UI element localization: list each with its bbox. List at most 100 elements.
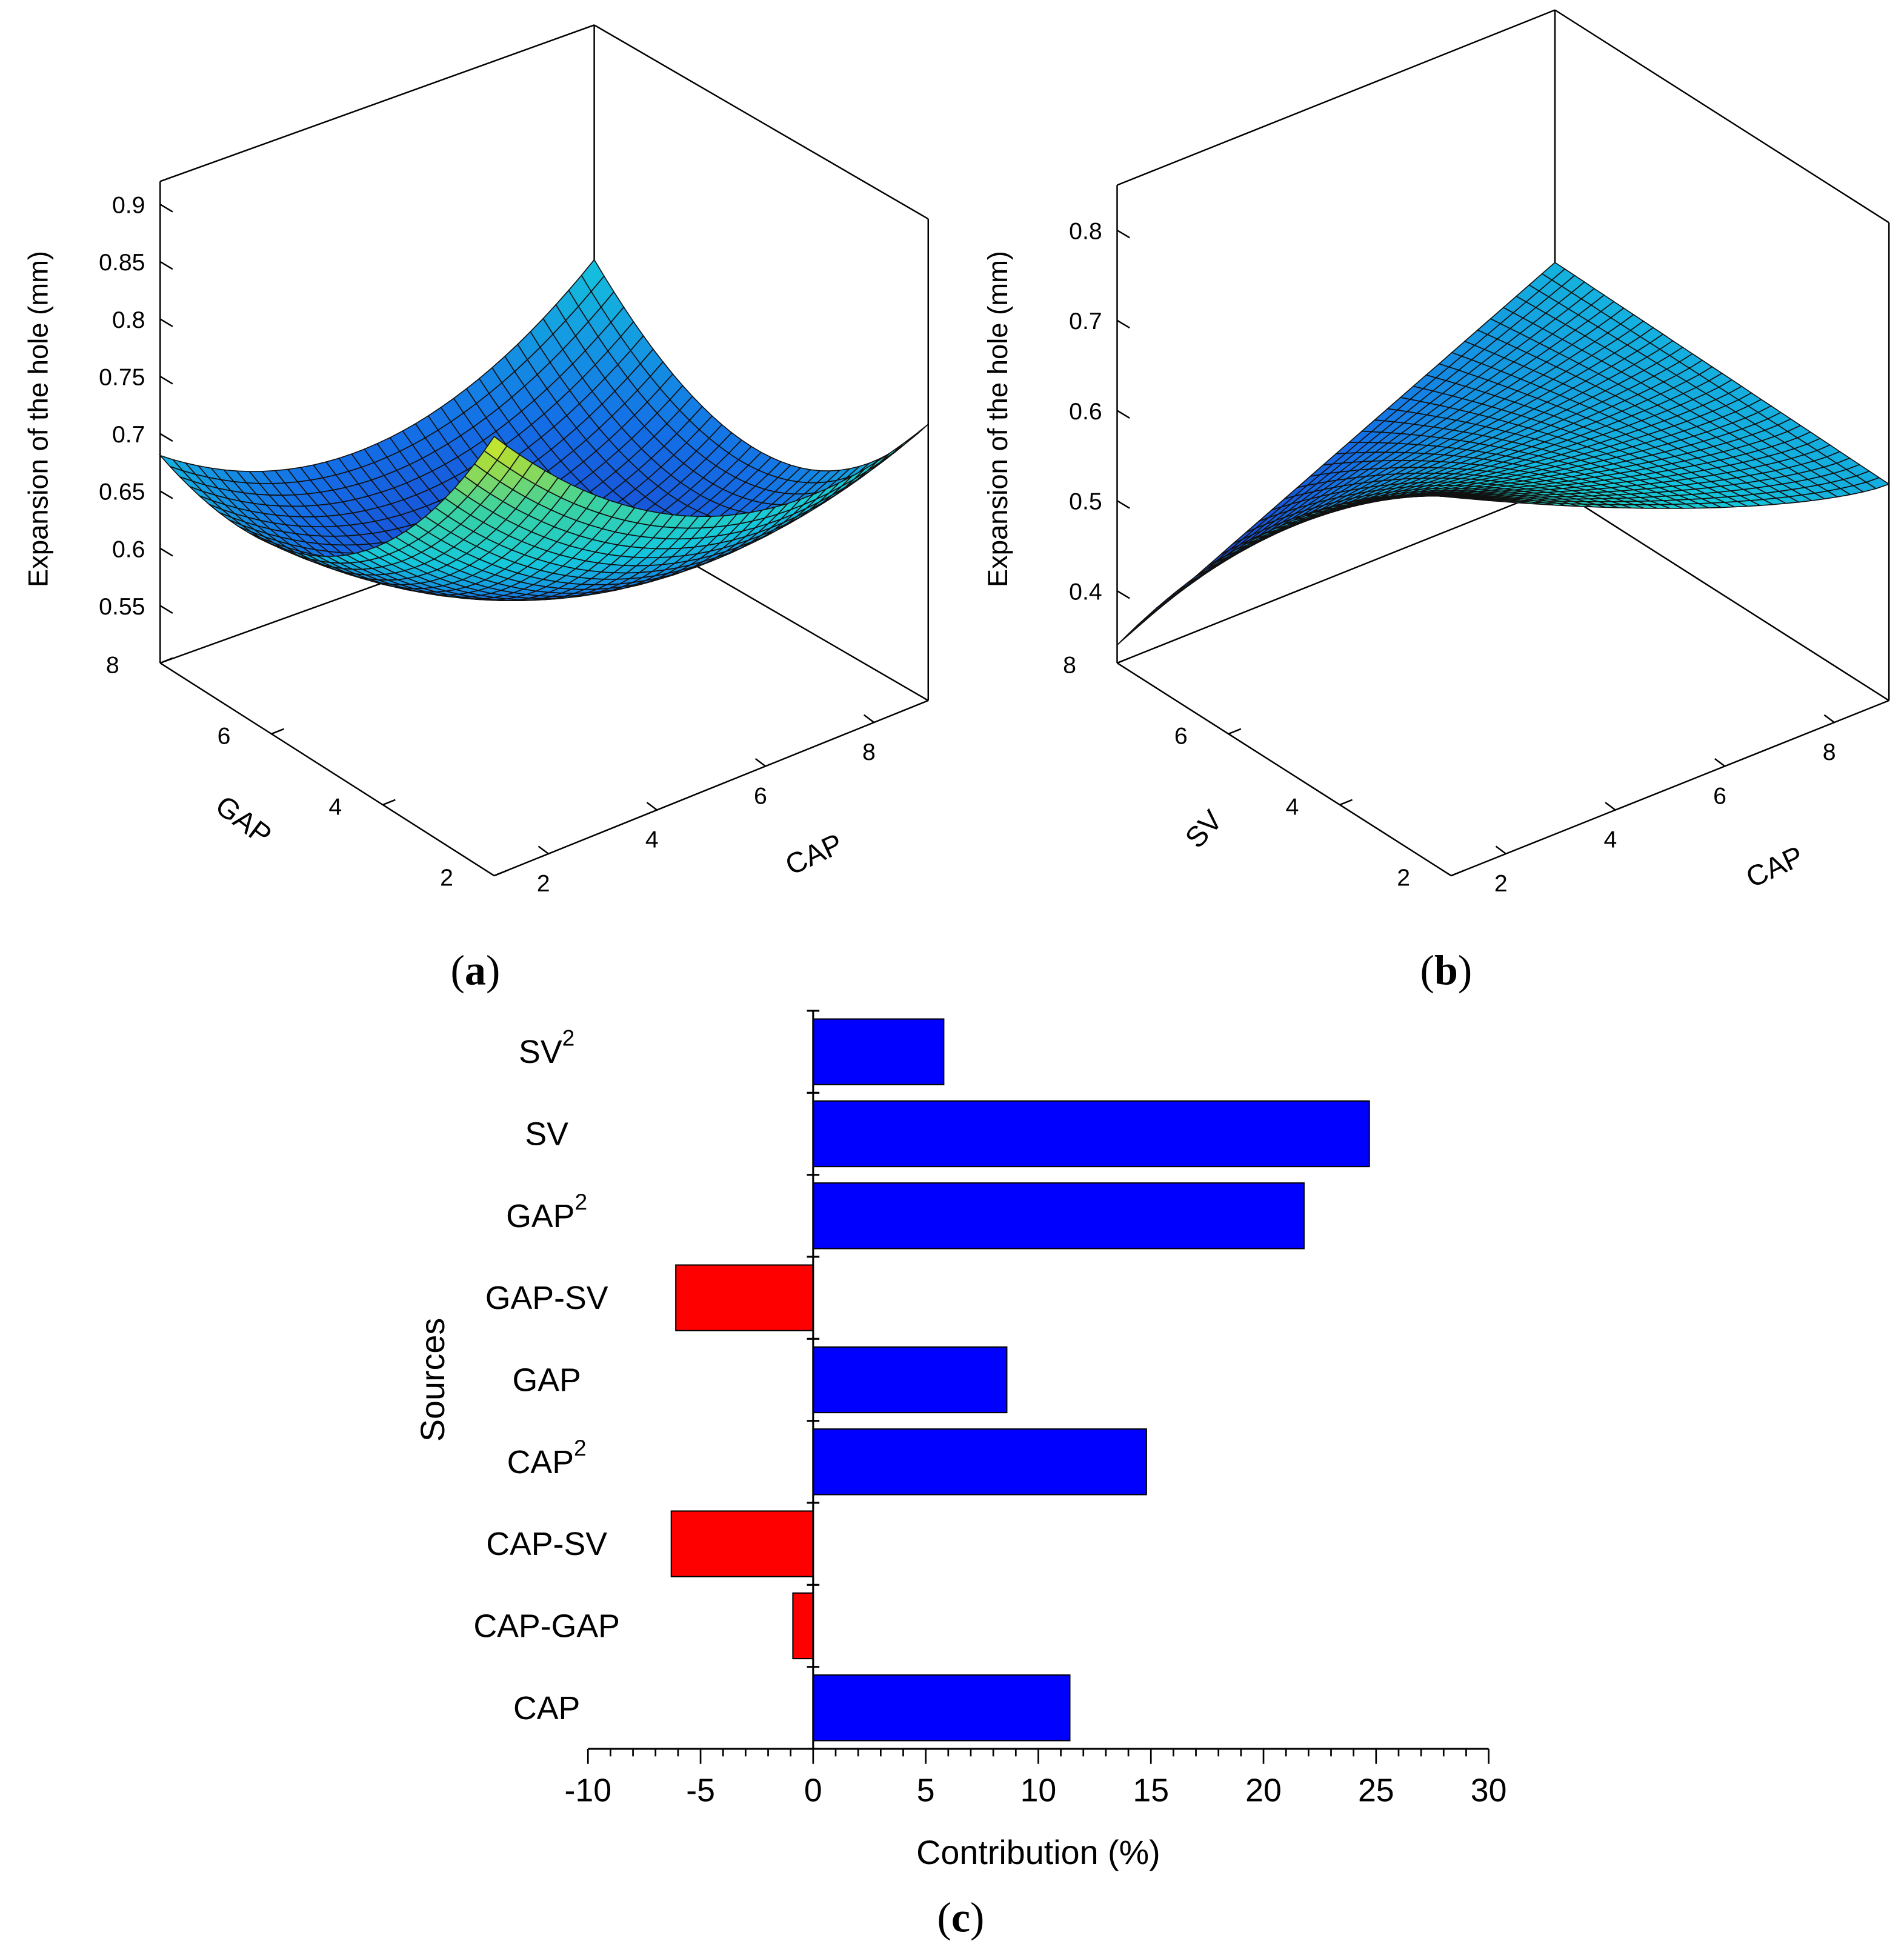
- z-tick-label: 0.6: [1069, 398, 1102, 425]
- z-tick: [1116, 590, 1130, 599]
- bar-gap-sq: [812, 1182, 1305, 1250]
- z-tick-label: 0.5: [1069, 488, 1102, 515]
- x-tick: [1823, 714, 1835, 724]
- y-tick-label: 8: [1063, 652, 1076, 679]
- z-tick-label: 0.7: [1069, 308, 1102, 335]
- y-axis-label: GAP: [210, 790, 278, 852]
- y-tick-label: 4: [328, 794, 342, 821]
- y-tick: [1451, 870, 1464, 877]
- caption-c: (c): [937, 1894, 984, 1941]
- surface-cell: [1865, 477, 1891, 490]
- z-tick: [1116, 229, 1130, 239]
- x-tick-label: 4: [645, 827, 659, 853]
- z-axis-label: Expansion of the hole (mm): [982, 251, 1013, 587]
- category-label: GAP-SV: [485, 1280, 608, 1316]
- x-tick-label: 6: [754, 782, 767, 809]
- z-tick: [1116, 500, 1130, 509]
- z-tick: [159, 433, 173, 442]
- x-tick-label: -5: [686, 1773, 715, 1809]
- category-label: CAP-GAP: [473, 1608, 620, 1645]
- bar-gap-sv: [675, 1264, 814, 1331]
- box-edge: [593, 24, 929, 220]
- box-edge: [1117, 9, 1556, 186]
- z-tick-label: 0.8: [112, 307, 145, 333]
- z-tick: [159, 261, 173, 270]
- x-tick-label: 15: [1133, 1773, 1169, 1809]
- bar-cap-gap: [792, 1592, 814, 1660]
- surface-plot-b: 0.4 0.5 0.6 0.7 0.8 2 4 6 8 2 4 6 8 SV CAP Expansion of…: [982, 9, 1891, 897]
- z-tick-label: 0.55: [99, 593, 145, 620]
- y-tick-label: 2: [1397, 865, 1410, 891]
- x-tick-label: -10: [564, 1773, 611, 1809]
- x-tick: [1495, 845, 1506, 854]
- z-tick: [159, 605, 173, 614]
- y-tick: [1228, 728, 1242, 735]
- x-tick-label: 8: [1823, 739, 1836, 765]
- category-label: CAP-SV: [486, 1526, 607, 1562]
- category-label: CAP2: [507, 1435, 587, 1480]
- box-edge: [1451, 699, 1889, 877]
- surface-plot-a: 0.55 0.6 0.65 0.7 0.75 0.8 0.85 0.9 2 4 6 8 2 4 6 8 GAP C…: [22, 24, 930, 897]
- z-tick-label: 0.8: [1069, 218, 1102, 244]
- x-tick-label: 8: [862, 739, 876, 765]
- y-tick-label: 2: [440, 865, 453, 891]
- bar-gap: [812, 1346, 1008, 1414]
- category-label: GAP2: [506, 1189, 587, 1234]
- z-tick-label: 0.85: [99, 249, 145, 276]
- y-tick: [1339, 799, 1353, 806]
- box-edge: [493, 699, 929, 877]
- x-axis-label: CAP: [781, 828, 848, 882]
- box-edge: [159, 24, 595, 182]
- x-axis-label: CAP: [1742, 840, 1809, 894]
- y-tick-label: 6: [218, 723, 231, 750]
- x-tick: [1714, 758, 1725, 767]
- z-tick-label: 0.9: [112, 192, 145, 219]
- z-tick: [1116, 319, 1130, 329]
- z-tick-label: 0.65: [99, 479, 145, 505]
- x-axis-title: Contribution (%): [916, 1834, 1160, 1871]
- z-tick-label: 0.7: [112, 421, 145, 448]
- x-tick: [538, 845, 549, 854]
- x-tick-label: 10: [1020, 1773, 1057, 1809]
- y-axis-label: SV: [1179, 804, 1229, 854]
- x-tick-label: 0: [804, 1773, 822, 1809]
- bar-sv-sq: [812, 1018, 945, 1085]
- category-label: SV2: [519, 1025, 574, 1070]
- y-tick: [1117, 657, 1130, 664]
- y-tick-label: 6: [1174, 723, 1188, 750]
- z-tick: [159, 547, 173, 557]
- category-label: SV: [525, 1116, 568, 1153]
- bar-cap: [812, 1674, 1071, 1742]
- x-tick-label: 20: [1245, 1773, 1282, 1809]
- z-tick-label: 0.75: [99, 364, 145, 390]
- bar-cap-sv: [670, 1510, 814, 1577]
- caption-a: (a): [451, 947, 501, 994]
- y-axis-title: Sources: [414, 1318, 451, 1442]
- surface-mesh: [1116, 262, 1891, 646]
- surface-cell: [905, 424, 929, 444]
- y-tick-label: 8: [106, 652, 119, 679]
- x-tick: [863, 714, 874, 724]
- z-tick: [1116, 410, 1130, 419]
- x-tick: [646, 802, 657, 811]
- x-tick-label: 6: [1713, 782, 1726, 809]
- box-edge: [1554, 487, 1889, 702]
- box-edge: [159, 662, 495, 877]
- z-axis-label: Expansion of the hole (mm): [22, 251, 53, 587]
- bar-cap-sq: [812, 1428, 1147, 1496]
- y-tick: [382, 799, 396, 806]
- x-tick-label: 2: [1494, 870, 1508, 897]
- z-tick-label: 0.6: [112, 536, 145, 562]
- box-edge: [1116, 662, 1452, 877]
- z-tick: [159, 375, 173, 385]
- z-tick: [159, 318, 173, 327]
- y-tick-label: 4: [1286, 794, 1299, 821]
- box-edge: [1117, 487, 1556, 664]
- x-tick-label: 5: [917, 1773, 935, 1809]
- category-label: CAP: [513, 1690, 580, 1726]
- x-tick-label: 25: [1358, 1773, 1394, 1809]
- x-tick-label: 4: [1603, 827, 1617, 853]
- z-tick-label: 0.4: [1069, 579, 1102, 605]
- y-tick: [159, 657, 173, 664]
